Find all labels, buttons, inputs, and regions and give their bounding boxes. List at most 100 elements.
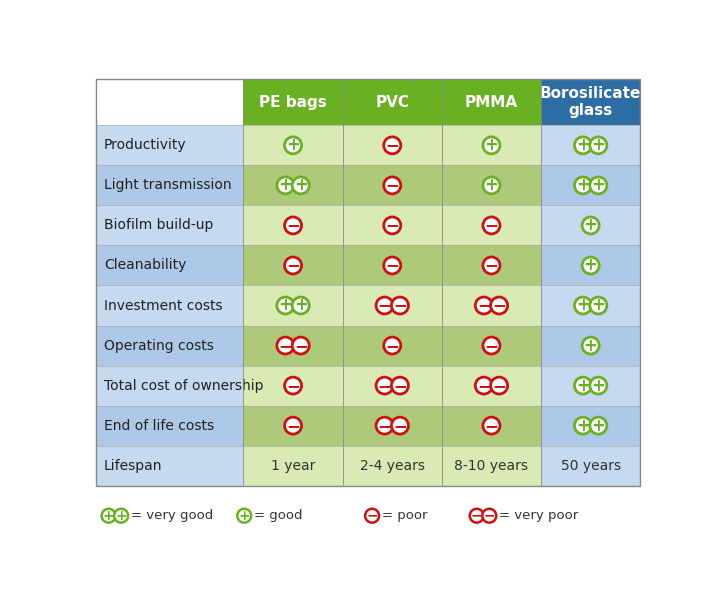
Bar (243, 79, 343, 125)
Bar (541, 286, 640, 325)
Bar (442, 79, 541, 125)
Text: +: + (576, 136, 590, 154)
Bar (541, 406, 640, 446)
Circle shape (582, 337, 599, 354)
Text: +: + (591, 136, 606, 154)
Circle shape (575, 377, 592, 394)
Text: −: − (393, 297, 407, 314)
Circle shape (582, 257, 599, 274)
Circle shape (284, 257, 302, 274)
Bar (541, 165, 640, 206)
Circle shape (575, 177, 592, 194)
Text: −: − (294, 337, 307, 354)
Text: = very poor: = very poor (500, 510, 579, 522)
Circle shape (384, 177, 401, 194)
Text: −: − (378, 376, 392, 395)
Circle shape (114, 509, 128, 523)
Text: +: + (591, 376, 606, 395)
Bar (442, 406, 541, 446)
Text: −: − (492, 376, 506, 395)
Text: Total cost of ownership: Total cost of ownership (104, 379, 264, 393)
Bar (96, 246, 243, 286)
Circle shape (376, 377, 393, 394)
Circle shape (490, 297, 508, 314)
Text: 8-10 years: 8-10 years (454, 458, 528, 472)
Bar (541, 446, 640, 486)
Circle shape (284, 217, 302, 234)
Text: −: − (286, 416, 300, 435)
Circle shape (475, 297, 492, 314)
Text: +: + (286, 136, 300, 154)
Text: −: − (483, 509, 495, 523)
Circle shape (483, 337, 500, 354)
Bar (96, 165, 243, 206)
Bar (442, 286, 541, 325)
Bar (541, 206, 640, 246)
Text: +: + (294, 297, 307, 314)
Bar (343, 206, 442, 246)
Circle shape (284, 417, 302, 434)
Text: +: + (576, 176, 590, 195)
Text: −: − (393, 376, 407, 395)
Bar (243, 446, 343, 486)
Bar (96, 406, 243, 446)
Text: −: − (485, 216, 498, 235)
Text: +: + (591, 416, 606, 435)
Circle shape (590, 377, 607, 394)
Circle shape (482, 509, 496, 523)
Text: +: + (584, 216, 598, 235)
Bar (243, 165, 343, 206)
Circle shape (384, 257, 401, 274)
Circle shape (292, 337, 310, 354)
Circle shape (292, 177, 310, 194)
Text: = good: = good (254, 510, 303, 522)
Circle shape (384, 137, 401, 154)
Text: −: − (471, 509, 482, 523)
Text: −: − (279, 337, 292, 354)
Circle shape (483, 257, 500, 274)
Text: −: − (385, 337, 399, 354)
Circle shape (590, 177, 607, 194)
Text: Investment costs: Investment costs (104, 299, 222, 313)
Bar (243, 206, 343, 246)
Circle shape (483, 137, 500, 154)
Text: +: + (485, 176, 498, 195)
Circle shape (102, 509, 116, 523)
Text: Biofilm build-up: Biofilm build-up (104, 218, 213, 232)
Text: +: + (591, 297, 606, 314)
Text: +: + (576, 416, 590, 435)
Bar (442, 125, 541, 165)
Circle shape (590, 417, 607, 434)
Text: 1 year: 1 year (271, 458, 315, 472)
Circle shape (284, 137, 302, 154)
Bar (442, 325, 541, 365)
Bar (343, 286, 442, 325)
Bar (343, 406, 442, 446)
Circle shape (483, 417, 500, 434)
Bar (541, 325, 640, 365)
Bar (96, 125, 243, 165)
Text: −: − (485, 337, 498, 354)
Bar (343, 79, 442, 125)
Bar (243, 365, 343, 406)
Text: −: − (286, 216, 300, 235)
Text: −: − (286, 376, 300, 395)
Text: −: − (485, 416, 498, 435)
Bar (343, 365, 442, 406)
Bar (96, 206, 243, 246)
Text: 50 years: 50 years (561, 458, 621, 472)
Bar (243, 246, 343, 286)
Text: −: − (366, 509, 378, 523)
Bar (96, 79, 640, 486)
Circle shape (575, 297, 592, 314)
Circle shape (292, 297, 310, 314)
Text: +: + (115, 509, 127, 523)
Circle shape (277, 337, 294, 354)
Bar (243, 125, 343, 165)
Bar (442, 206, 541, 246)
Circle shape (376, 297, 393, 314)
Bar (343, 246, 442, 286)
Bar (541, 365, 640, 406)
Text: +: + (576, 297, 590, 314)
Circle shape (277, 177, 294, 194)
